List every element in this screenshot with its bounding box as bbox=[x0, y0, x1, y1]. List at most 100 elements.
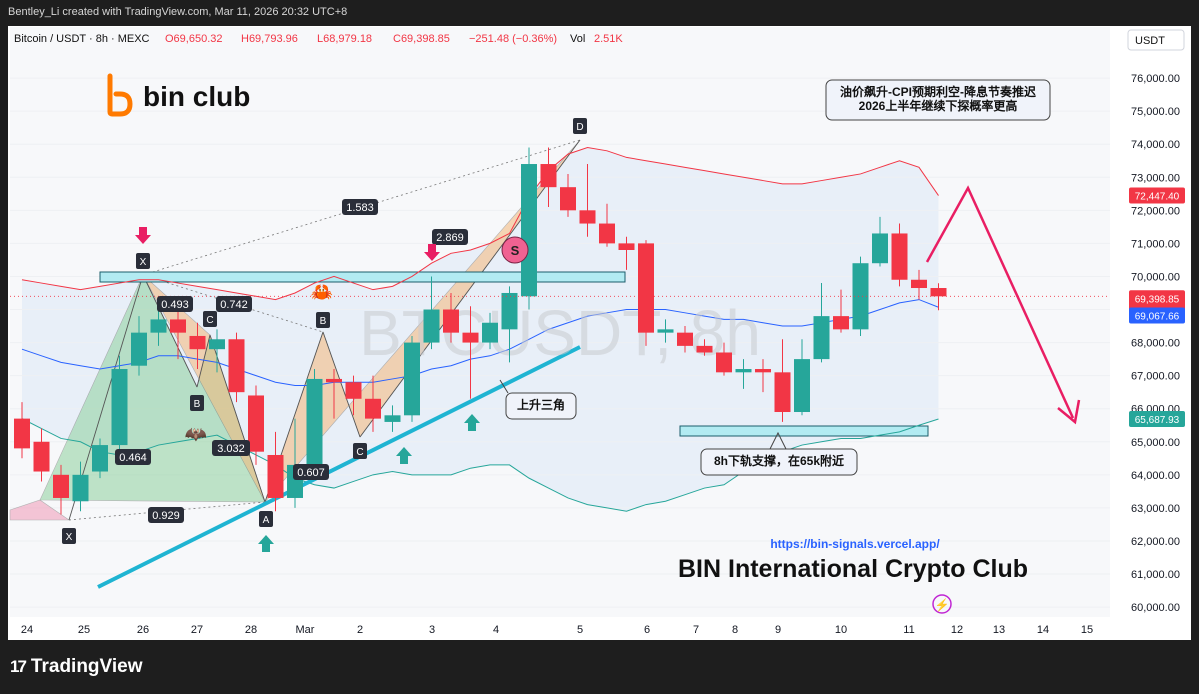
x-axis-tick: 3 bbox=[429, 624, 435, 636]
candle-body[interactable] bbox=[501, 292, 518, 330]
candle-body[interactable] bbox=[755, 369, 771, 373]
lightning-ring bbox=[932, 594, 952, 614]
tradingview-logo[interactable]: 17 TradingView bbox=[10, 656, 143, 678]
x-axis-tick: 12 bbox=[951, 624, 963, 636]
pattern-point-label: X bbox=[140, 257, 147, 268]
bat-icon: 🦇 bbox=[185, 424, 207, 444]
tradingview-brand: TradingView bbox=[30, 656, 143, 677]
candle-body[interactable] bbox=[92, 445, 108, 472]
candle-body[interactable] bbox=[677, 332, 693, 346]
x-axis-tick: 24 bbox=[21, 624, 33, 636]
candle-body[interactable] bbox=[716, 352, 732, 373]
pattern-leg bbox=[196, 334, 211, 388]
candle-body[interactable] bbox=[131, 332, 147, 366]
candle-body[interactable] bbox=[560, 187, 576, 211]
s-marker-circle bbox=[501, 236, 529, 264]
candle-body[interactable] bbox=[306, 378, 323, 465]
candle-body[interactable] bbox=[521, 164, 537, 297]
y-axis-tick: 62,000.00 bbox=[1131, 536, 1180, 548]
currency-button[interactable] bbox=[1127, 29, 1185, 51]
ratio-label: 0.929 bbox=[152, 510, 180, 522]
candle-body[interactable] bbox=[540, 164, 557, 188]
legend-low: L68,979.18 bbox=[317, 33, 372, 45]
candle-body[interactable] bbox=[482, 322, 498, 343]
candle-body[interactable] bbox=[189, 335, 206, 350]
candle-body[interactable] bbox=[53, 474, 69, 498]
mid-band-line bbox=[21, 299, 939, 387]
news-callout-box bbox=[825, 79, 1051, 121]
candle-body[interactable] bbox=[404, 342, 420, 416]
upper-band-price-tag-box bbox=[1129, 187, 1185, 204]
ratio-label-box bbox=[293, 464, 329, 480]
s-marker-label: S bbox=[511, 243, 520, 258]
candle-body[interactable] bbox=[423, 309, 440, 343]
candle-body[interactable] bbox=[872, 233, 888, 264]
brand-club-name: BIN International Crypto Club bbox=[678, 555, 1028, 583]
candle-body[interactable] bbox=[365, 398, 381, 419]
ratio-label-box bbox=[342, 199, 378, 215]
candle-body[interactable] bbox=[930, 288, 947, 297]
pattern-point-box bbox=[136, 253, 150, 269]
candle-body[interactable] bbox=[14, 418, 30, 449]
ratio-label-box bbox=[216, 296, 252, 312]
candle-body[interactable] bbox=[267, 454, 284, 498]
candle-body[interactable] bbox=[618, 243, 635, 250]
bin-club-logo-text: bin club bbox=[143, 81, 250, 112]
candle-body[interactable] bbox=[209, 339, 225, 350]
forecast-arrowhead-icon bbox=[1057, 399, 1081, 425]
candle-body[interactable] bbox=[657, 329, 674, 333]
candle-body[interactable] bbox=[72, 474, 89, 502]
ratio-label: 2.869 bbox=[436, 232, 464, 244]
currency-button-label: USDT bbox=[1135, 35, 1165, 47]
x-axis-tick: 25 bbox=[78, 624, 90, 636]
candle-body[interactable] bbox=[891, 233, 908, 280]
sell-arrow-icon bbox=[135, 227, 151, 244]
candle-body[interactable] bbox=[228, 339, 245, 393]
candle-body[interactable] bbox=[852, 263, 869, 330]
candle-body[interactable] bbox=[813, 316, 830, 360]
sell-arrow-icon bbox=[424, 244, 440, 261]
candle-body[interactable] bbox=[345, 382, 362, 399]
candle-body[interactable] bbox=[170, 319, 186, 333]
pattern-point-label: B bbox=[194, 399, 201, 410]
pattern-point-box bbox=[316, 312, 330, 328]
candle-body[interactable] bbox=[462, 332, 479, 343]
candle-body[interactable] bbox=[638, 243, 654, 333]
legend-high: H69,793.96 bbox=[241, 33, 298, 45]
lightning-icon: ⚡ bbox=[935, 598, 950, 612]
legend-symbol: Bitcoin / USDT · 8h · MEXC bbox=[14, 33, 150, 45]
y-axis-tick: 76,000.00 bbox=[1131, 73, 1180, 85]
legend-open: O69,650.32 bbox=[165, 33, 223, 45]
candle-body[interactable] bbox=[248, 395, 264, 452]
pattern-point-label: B bbox=[320, 316, 327, 327]
candle-body[interactable] bbox=[111, 369, 128, 446]
pattern-leg bbox=[359, 139, 581, 438]
candle-body[interactable] bbox=[579, 210, 596, 224]
candle-body[interactable] bbox=[33, 441, 50, 472]
legend-vol-label: Vol bbox=[570, 33, 585, 45]
pattern-point-label: D bbox=[576, 122, 583, 133]
candle-body[interactable] bbox=[911, 279, 927, 289]
candle-body[interactable] bbox=[599, 223, 615, 244]
candle-body[interactable] bbox=[326, 378, 342, 383]
candle-body[interactable] bbox=[384, 415, 401, 422]
candle-body[interactable] bbox=[150, 319, 167, 333]
footer-bar bbox=[0, 646, 1199, 694]
news-callout-line: 油价飙升-CPI预期利空-降息节奏推迟 bbox=[840, 84, 1036, 99]
y-axis-tick: 65,000.00 bbox=[1131, 437, 1180, 449]
candle-body[interactable] bbox=[443, 309, 459, 333]
y-axis-tick: 68,000.00 bbox=[1131, 338, 1180, 350]
ascending-trendline bbox=[97, 345, 581, 589]
legend-vol: 2.51K bbox=[594, 33, 623, 45]
candle-body[interactable] bbox=[696, 345, 713, 353]
candle-body[interactable] bbox=[774, 372, 791, 413]
author-bar: Bentley_Li created with TradingView.com,… bbox=[0, 0, 1199, 26]
ratio-label-box bbox=[432, 229, 468, 245]
candle-body[interactable] bbox=[735, 369, 752, 373]
upper-band-line bbox=[21, 146, 939, 301]
ratio-label: 0.464 bbox=[119, 452, 147, 464]
candle-body[interactable] bbox=[833, 316, 849, 330]
candle-body[interactable] bbox=[794, 359, 810, 413]
last-price-tag: 69,398.85 bbox=[1135, 294, 1180, 305]
